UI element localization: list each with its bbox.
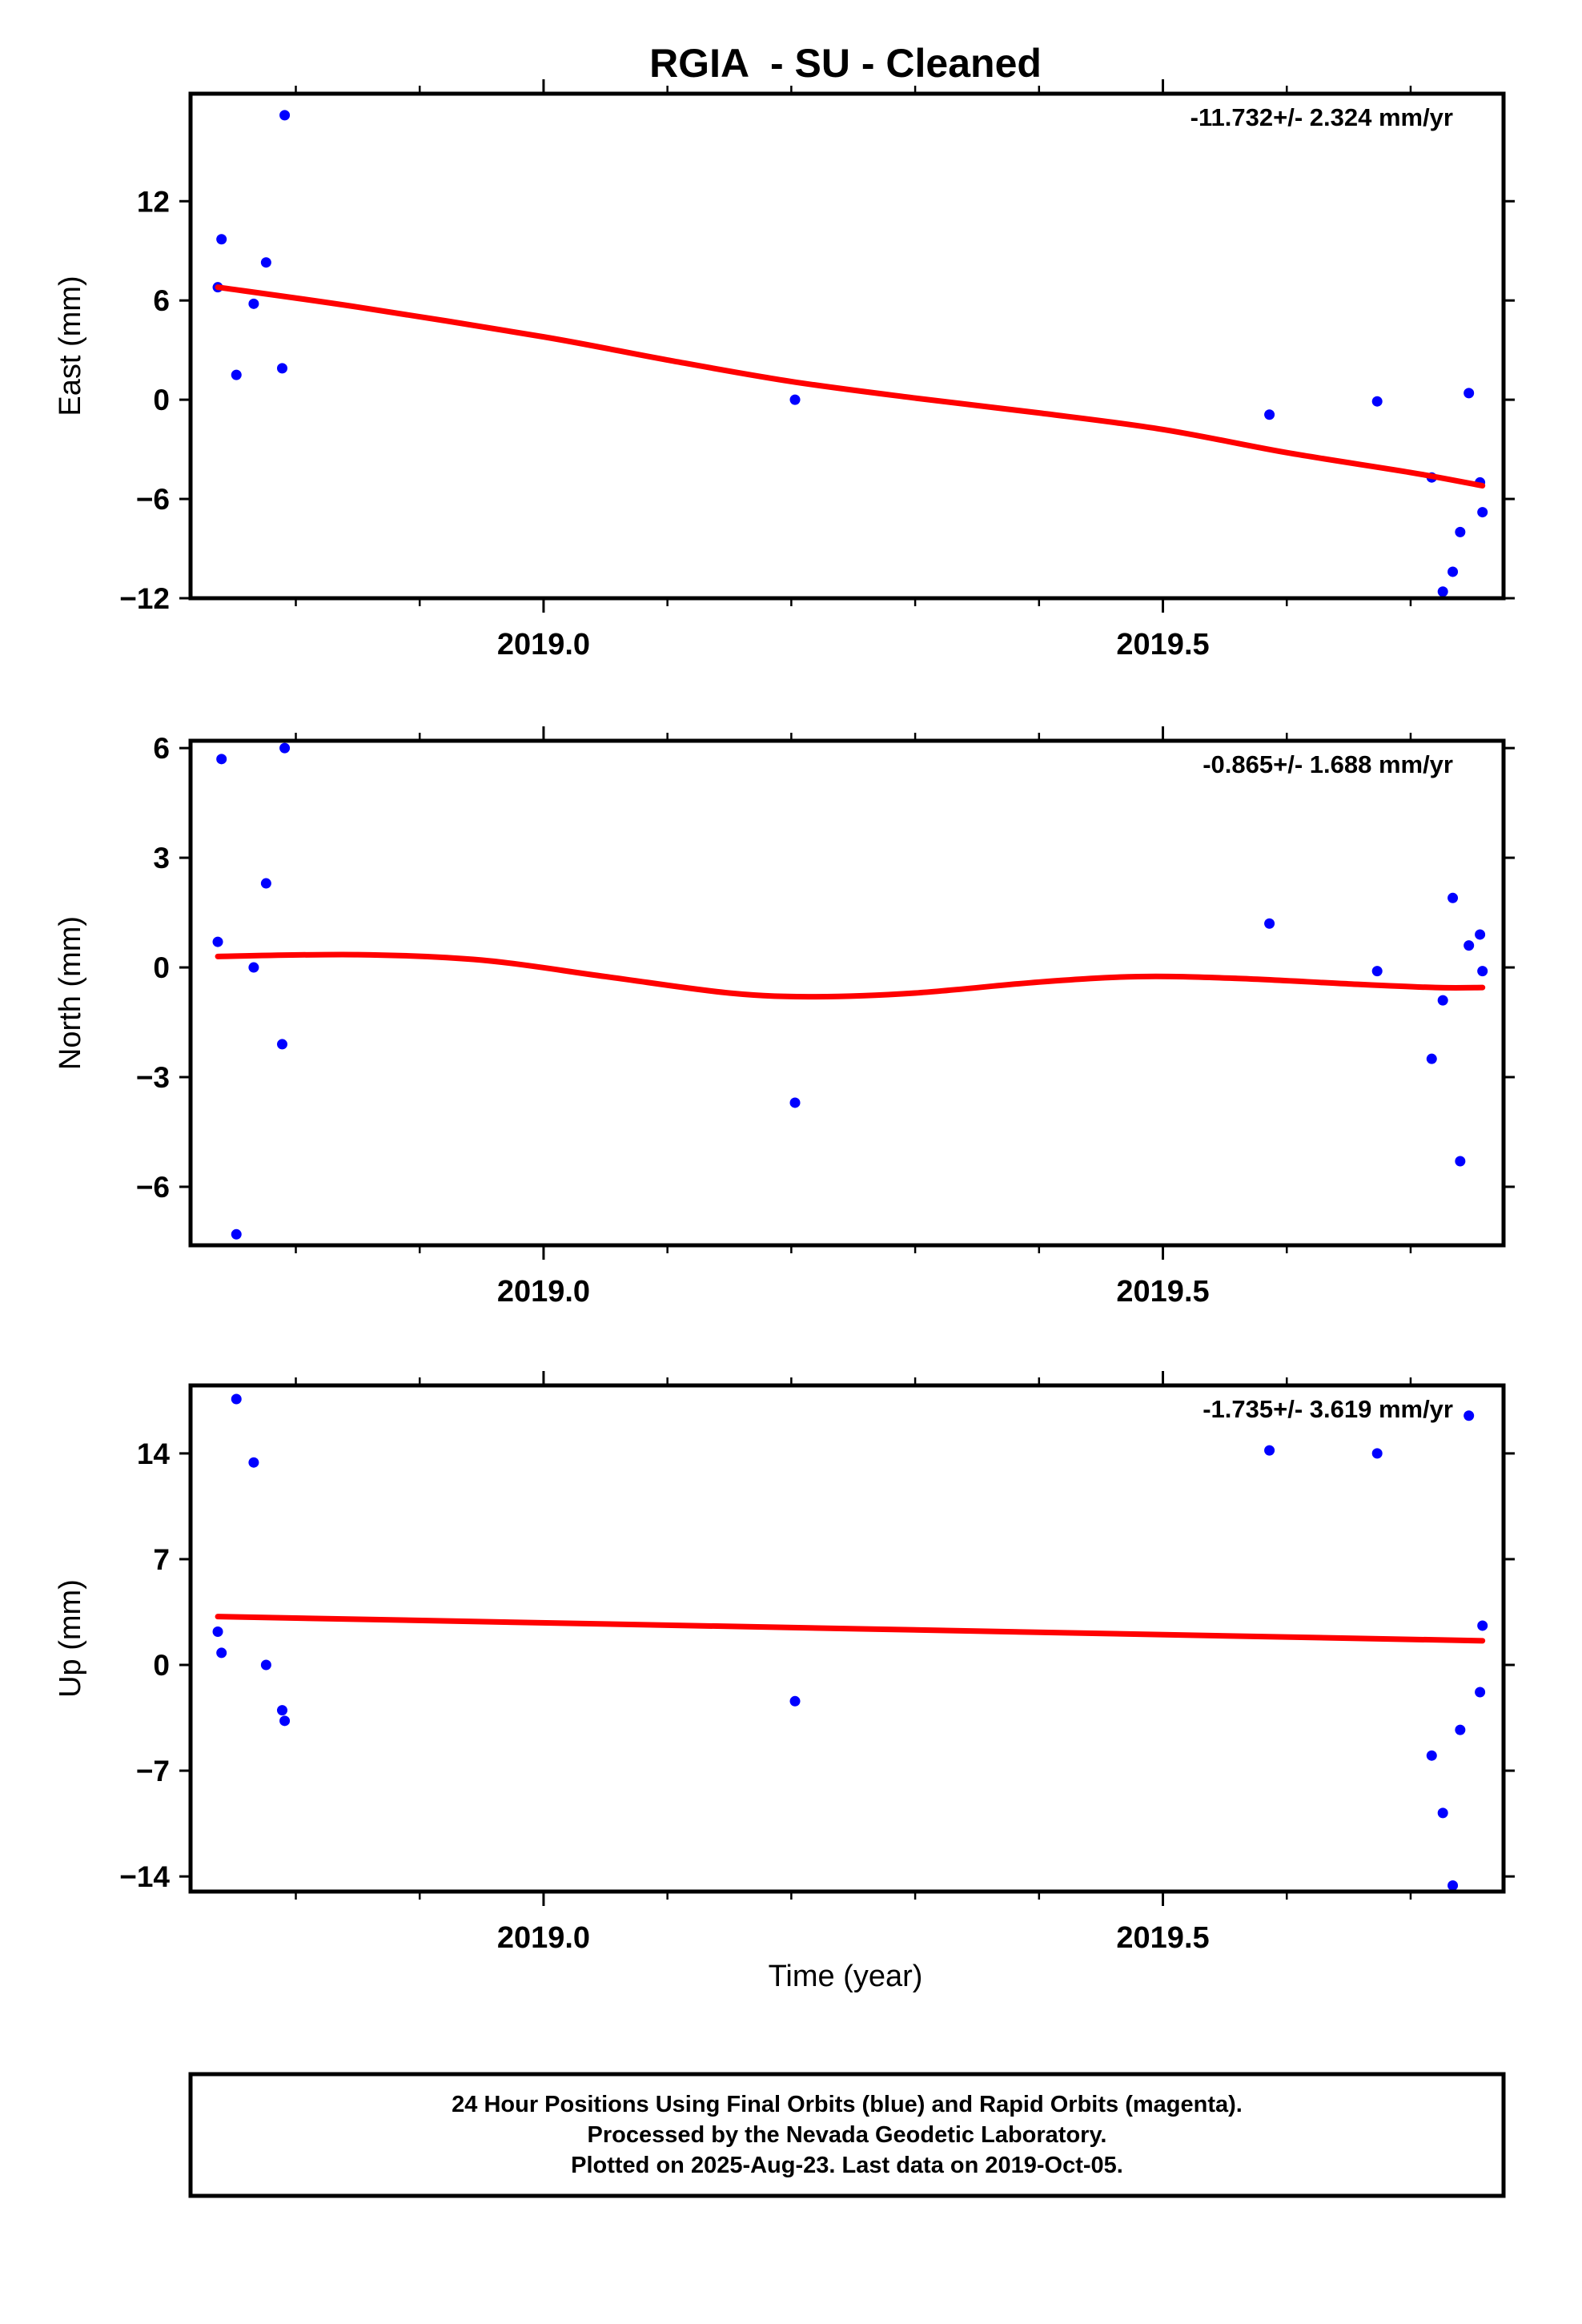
data-point-east [1437,586,1448,597]
data-point-north [231,1228,242,1240]
data-point-up [1464,1410,1475,1421]
data-point-north [260,878,271,889]
data-point-north [248,962,259,973]
y-tick-label-north: 3 [153,842,170,875]
x-tick-label-east: 2019.0 [497,628,590,661]
y-tick-label-up: −14 [119,1860,170,1893]
data-point-east [1464,388,1475,399]
rate-annotation-east: -11.732+/- 2.324 mm/yr [1191,103,1453,131]
x-tick-label-north: 2019.5 [1116,1275,1209,1309]
data-point-north [1477,966,1488,977]
plot-area-east [212,110,1488,597]
data-point-north [276,1039,287,1050]
footer-box: 24 Hour Positions Using Final Orbits (bl… [188,2072,1506,2198]
model-line-up [215,1614,1486,1644]
data-point-up [1455,1724,1466,1735]
data-point-up [248,1457,259,1468]
data-point-north [1371,966,1383,977]
data-point-up [1475,1687,1486,1698]
data-point-up [1264,1445,1275,1456]
data-point-up [789,1695,801,1707]
y-axis-label-north: North (mm) [54,916,87,1070]
data-point-up [276,1705,287,1716]
data-point-north [1264,918,1275,929]
data-point-up [231,1393,242,1405]
rate-annotation-up: -1.735+/- 3.619 mm/yr [1203,1395,1453,1423]
panel-up: 14 7 0 −7 −14 2019.0 2019.5 Up (mm) -1.735+/- 3.… [54,1371,1515,1955]
data-point-east [1264,409,1275,420]
y-tick-label-up: −7 [136,1755,170,1787]
footer-line-1: 24 Hour Positions Using Final Orbits (bl… [452,2092,1243,2117]
data-point-east [276,363,287,374]
y-tick-label-east: 0 [153,384,170,416]
data-point-east [1371,396,1383,407]
y-axis-label-up: Up (mm) [54,1579,87,1698]
x-axis-label: Time (year) [769,1960,923,1993]
data-point-east [248,298,259,309]
data-point-east [216,234,227,245]
y-tick-label-up: 0 [153,1649,170,1682]
data-point-up [1426,1750,1437,1761]
plot-frame-east [188,91,1506,601]
data-point-up [279,1715,291,1727]
footer-line-2: Processed by the Nevada Geodetic Laborat… [588,2122,1107,2148]
plot-area-north [212,742,1488,1240]
model-line-north [215,951,1486,1000]
data-point-up [1477,1620,1488,1631]
y-tick-label-east: −12 [119,582,170,615]
panel-east: 12 6 0 −6 −12 2019.0 2019.5 East (mm) -11.732+/-… [54,79,1515,661]
data-point-north [1426,1053,1437,1064]
x-tick-label-up: 2019.5 [1116,1921,1209,1955]
data-point-north [1437,995,1448,1006]
data-point-up [1437,1807,1448,1819]
data-point-north [789,1097,801,1108]
data-point-up [1371,1448,1383,1459]
model-line-east [215,284,1486,489]
data-point-north [279,742,291,754]
plot-frame-north [188,738,1506,1248]
y-tick-label-east: −6 [136,483,170,516]
footer-frame [188,2072,1506,2198]
panels: 12 6 0 −6 −12 2019.0 2019.5 East (mm) -11.732+/-… [54,79,1515,1955]
y-tick-label-up: 14 [137,1437,171,1470]
data-point-east [279,110,291,121]
data-point-east [1455,526,1466,537]
data-point-east [260,257,271,268]
data-point-north [1447,892,1459,903]
data-point-up [260,1659,271,1671]
data-point-north [1475,929,1486,940]
x-tick-label-up: 2019.0 [497,1921,590,1955]
y-tick-label-north: −6 [136,1171,170,1204]
data-point-up [216,1647,227,1659]
y-tick-label-up: 7 [153,1543,170,1576]
y-axis-label-east: East (mm) [54,275,87,416]
data-point-up [212,1626,223,1638]
y-tick-label-north: −3 [136,1061,170,1094]
plot-frame-up [188,1383,1506,1894]
plot-area-up [212,1393,1488,1891]
y-tick-label-east: 12 [137,185,170,218]
x-tick-label-east: 2019.5 [1116,628,1209,661]
figure-title: RGIA - SU - Cleaned [649,41,1042,86]
data-point-north [1464,940,1475,951]
y-tick-label-north: 6 [153,732,170,765]
footer-line-3: Plotted on 2025-Aug-23. Last data on 201… [571,2153,1123,2178]
data-point-north [1455,1156,1466,1167]
data-point-up [1447,1880,1459,1891]
panel-north: 6 3 0 −3 −6 2019.0 2019.5 North (mm) -0.865+/- 1… [54,726,1515,1309]
data-point-east [1477,507,1488,518]
x-tick-label-north: 2019.0 [497,1275,590,1309]
data-point-east [789,394,801,405]
y-tick-label-east: 6 [153,284,170,317]
data-point-east [1447,566,1459,577]
data-point-east [231,369,242,380]
data-point-north [216,754,227,765]
y-tick-label-north: 0 [153,951,170,984]
rate-annotation-north: -0.865+/- 1.688 mm/yr [1203,750,1453,778]
data-point-north [212,936,223,947]
